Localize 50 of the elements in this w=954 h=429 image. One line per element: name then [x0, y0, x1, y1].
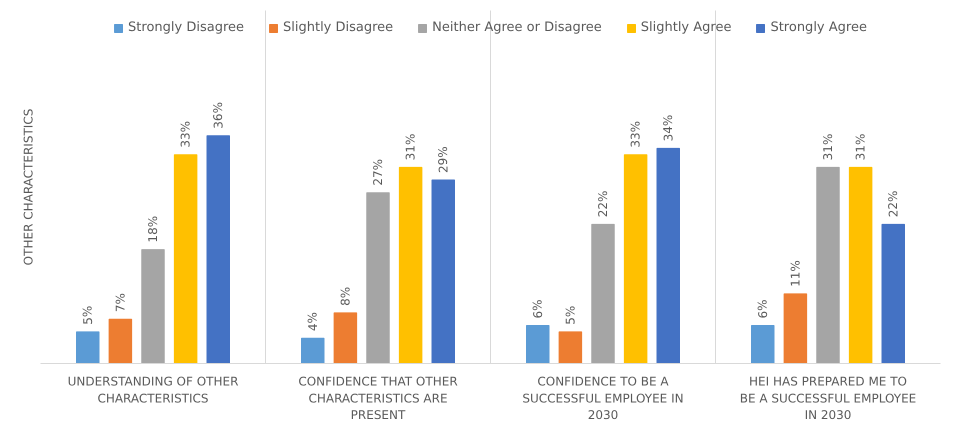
data-label: 5%	[80, 306, 95, 325]
data-label: 33%	[178, 121, 193, 148]
bar	[141, 249, 165, 364]
x-tick-label: CONFIDENCE THAT OTHER CHARACTERISTICS ARE PRESENT	[298, 374, 458, 422]
data-label: 6%	[756, 299, 770, 318]
data-label: 6%	[530, 299, 545, 318]
legend-label: Strongly Disagree	[128, 20, 244, 35]
legend-label: Slightly Agree	[640, 20, 732, 35]
data-label: 8%	[338, 286, 352, 306]
data-label: 22%	[596, 190, 610, 218]
data-label: 22%	[886, 190, 900, 218]
bar	[624, 154, 648, 364]
legend-label: Strongly Agree	[770, 20, 867, 35]
bar	[76, 331, 100, 364]
legend-label: Slightly Disagree	[283, 20, 394, 35]
bar	[816, 166, 840, 364]
x-tick-label: UNDERSTANDING OF OTHER CHARACTERISTICS	[68, 374, 238, 406]
bar	[334, 312, 358, 364]
data-label: 34%	[661, 114, 676, 142]
bar	[174, 154, 198, 364]
data-label: 31%	[404, 134, 418, 160]
bar	[366, 192, 390, 364]
bar	[526, 325, 550, 364]
data-label: 11%	[788, 260, 802, 287]
bar	[206, 135, 230, 364]
x-tick-label: CONFIDENCE TO BE A SUCCESSFUL EMPLOYEE IN 2030	[522, 374, 684, 422]
bar	[591, 224, 615, 364]
bar	[301, 338, 324, 364]
bar	[784, 293, 808, 364]
bar	[882, 224, 905, 364]
bar	[432, 180, 455, 364]
bar	[558, 331, 582, 364]
bar	[398, 166, 422, 364]
data-label: 29%	[436, 146, 450, 173]
data-label: 5%	[563, 306, 578, 325]
data-label: 33%	[628, 121, 643, 148]
data-label: 36%	[211, 102, 226, 129]
data-label: 18%	[146, 216, 160, 243]
y-axis-title: OTHER CHARACTERISTICS	[22, 108, 36, 266]
data-label: 4%	[306, 312, 320, 332]
data-label: 31%	[854, 134, 868, 160]
data-label: 7%	[113, 293, 128, 312]
bar	[848, 166, 872, 364]
bar	[751, 325, 774, 364]
legend-label: Neither Agree or Disagree	[432, 20, 602, 35]
bar	[108, 318, 132, 364]
data-label: 31%	[821, 134, 835, 160]
bar	[656, 148, 680, 364]
data-label: 27%	[371, 158, 385, 186]
x-tick-label: HEI HAS PREPARED ME TO BE A SUCCESSFUL EMPLOYEE IN 2030	[740, 374, 916, 422]
